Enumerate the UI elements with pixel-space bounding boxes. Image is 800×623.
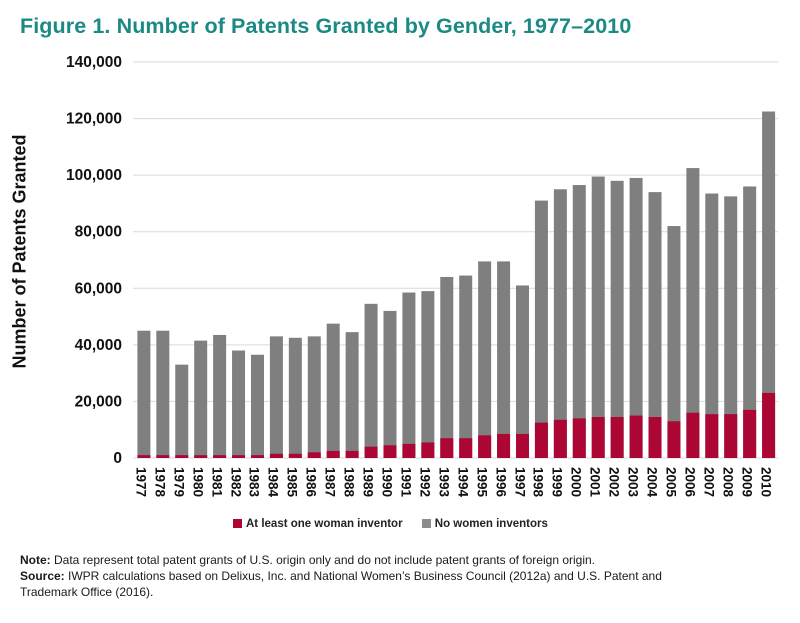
svg-text:80,000: 80,000	[75, 224, 122, 241]
svg-text:0: 0	[113, 450, 122, 467]
svg-text:100,000: 100,000	[66, 167, 122, 184]
svg-text:20,000: 20,000	[75, 393, 122, 410]
svg-text:120,000: 120,000	[66, 111, 122, 128]
svg-text:140,000: 140,000	[66, 54, 122, 71]
svg-text:60,000: 60,000	[75, 280, 122, 297]
svg-text:40,000: 40,000	[75, 337, 122, 354]
